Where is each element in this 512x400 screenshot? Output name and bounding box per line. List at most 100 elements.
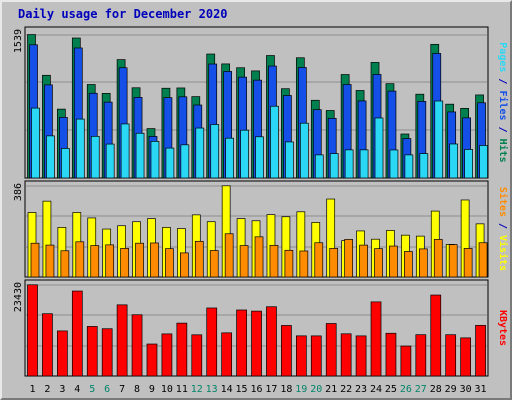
- bar-kbytes-day-14: [221, 332, 233, 377]
- bar-sites-day-9: [150, 242, 159, 278]
- day-label-20: 20: [310, 384, 322, 395]
- bar-pages-day-5: [90, 135, 100, 179]
- bar-pages-day-23: [359, 149, 369, 179]
- bar-kbytes-day-6: [101, 328, 113, 377]
- legend-sites: Sites: [497, 187, 509, 217]
- bar-kbytes-day-15: [236, 309, 247, 377]
- bar-kbytes-day-23: [355, 335, 367, 377]
- day-label-3: 3: [59, 384, 65, 395]
- day-label-11: 11: [176, 384, 188, 395]
- bar-pages-day-9: [150, 141, 160, 179]
- bar-sites-day-28: [433, 239, 443, 278]
- bar-pages-day-8: [135, 132, 145, 179]
- bar-sites-day-1: [30, 242, 40, 278]
- bar-pages-day-17: [270, 105, 279, 179]
- bar-kbytes-day-13: [206, 307, 218, 377]
- bar-sites-day-5: [90, 245, 100, 278]
- day-label-13: 13: [206, 384, 218, 395]
- bar-sites-day-23: [359, 244, 368, 278]
- bar-kbytes-day-17: [266, 306, 277, 377]
- bar-sites-day-25: [389, 245, 398, 278]
- bar-kbytes-day-11: [176, 322, 188, 377]
- bar-sites-day-26: [404, 251, 413, 278]
- bar-kbytes-day-1: [27, 284, 38, 377]
- legend-sites-visits: Sites / Visits: [497, 187, 509, 271]
- day-label-4: 4: [74, 384, 80, 395]
- bar-kbytes-day-9: [146, 343, 158, 377]
- bar-kbytes-day-2: [42, 313, 53, 377]
- legend-kbytes: KBytes: [497, 310, 508, 346]
- bar-pages-day-11: [180, 144, 190, 179]
- day-label-25: 25: [385, 384, 397, 395]
- bar-sites-day-12: [194, 240, 204, 278]
- bar-sites-day-14: [224, 233, 234, 278]
- bar-sites-day-29: [448, 244, 458, 278]
- bar-pages-day-28: [434, 100, 444, 179]
- bar-kbytes-day-7: [116, 304, 128, 377]
- bar-sites-day-17: [269, 244, 279, 278]
- bar-pages-day-13: [210, 124, 220, 179]
- bar-pages-day-10: [165, 147, 175, 179]
- day-label-26: 26: [400, 384, 412, 395]
- bar-sites-day-20: [314, 242, 324, 278]
- day-label-17: 17: [265, 384, 277, 395]
- bar-kbytes-day-28: [430, 294, 442, 377]
- bar-kbytes-day-27: [415, 334, 427, 377]
- bar-pages-day-18: [285, 141, 294, 179]
- bar-kbytes-day-4: [71, 290, 83, 377]
- bar-pages-day-7: [120, 123, 130, 179]
- y-max-label-visits: 386: [13, 183, 24, 201]
- day-label-30: 30: [460, 384, 472, 395]
- bar-pages-day-16: [255, 136, 264, 179]
- bar-kbytes-day-30: [460, 337, 471, 377]
- bar-sites-day-6: [105, 244, 115, 278]
- bar-kbytes-day-21: [325, 323, 337, 377]
- bar-pages-day-21: [329, 153, 339, 179]
- day-label-27: 27: [415, 384, 427, 395]
- bar-sites-day-15: [239, 245, 249, 278]
- day-label-1: 1: [29, 384, 35, 395]
- bar-kbytes-day-24: [370, 301, 382, 377]
- bar-sites-day-3: [60, 250, 70, 278]
- legend-kbytes: KBytes: [497, 310, 508, 346]
- bar-pages-day-29: [449, 143, 459, 179]
- day-label-10: 10: [161, 384, 173, 395]
- bar-pages-day-22: [344, 149, 354, 179]
- bar-pages-day-26: [404, 154, 414, 179]
- legend-visits: Visits: [497, 235, 509, 271]
- chart-title: Daily usage for December 2020: [18, 7, 228, 21]
- bar-sites-day-2: [45, 244, 55, 278]
- day-label-23: 23: [355, 384, 367, 395]
- day-label-31: 31: [475, 384, 487, 395]
- bar-kbytes-day-10: [161, 333, 173, 377]
- y-max-label-hits: 1539: [13, 29, 24, 53]
- bar-kbytes-day-29: [445, 334, 457, 377]
- bar-sites-day-27: [418, 248, 428, 278]
- bar-kbytes-day-20: [310, 335, 322, 377]
- bar-kbytes-day-16: [251, 310, 262, 377]
- legend-pages: Pages: [497, 42, 508, 72]
- day-label-5: 5: [89, 384, 95, 395]
- bar-pages-day-15: [240, 129, 249, 179]
- day-label-24: 24: [370, 384, 382, 395]
- bar-sites-day-19: [299, 250, 309, 278]
- day-label-16: 16: [250, 384, 262, 395]
- bar-pages-day-25: [389, 149, 399, 179]
- day-label-18: 18: [280, 384, 292, 395]
- bar-pages-day-6: [105, 143, 115, 179]
- bar-pages-day-24: [374, 117, 384, 179]
- bar-kbytes-day-25: [385, 332, 397, 377]
- bar-pages-day-4: [75, 118, 85, 179]
- bar-pages-day-30: [464, 149, 473, 179]
- bar-sites-day-13: [209, 250, 219, 278]
- day-label-15: 15: [236, 384, 248, 395]
- bar-kbytes-day-8: [131, 314, 143, 377]
- bar-pages-day-31: [479, 145, 488, 179]
- bar-pages-day-14: [225, 137, 235, 179]
- day-label-8: 8: [134, 384, 140, 395]
- legend-separator: /: [497, 217, 508, 235]
- bar-sites-day-11: [180, 252, 189, 278]
- bar-kbytes-day-18: [281, 325, 292, 377]
- bar-sites-day-21: [329, 248, 339, 278]
